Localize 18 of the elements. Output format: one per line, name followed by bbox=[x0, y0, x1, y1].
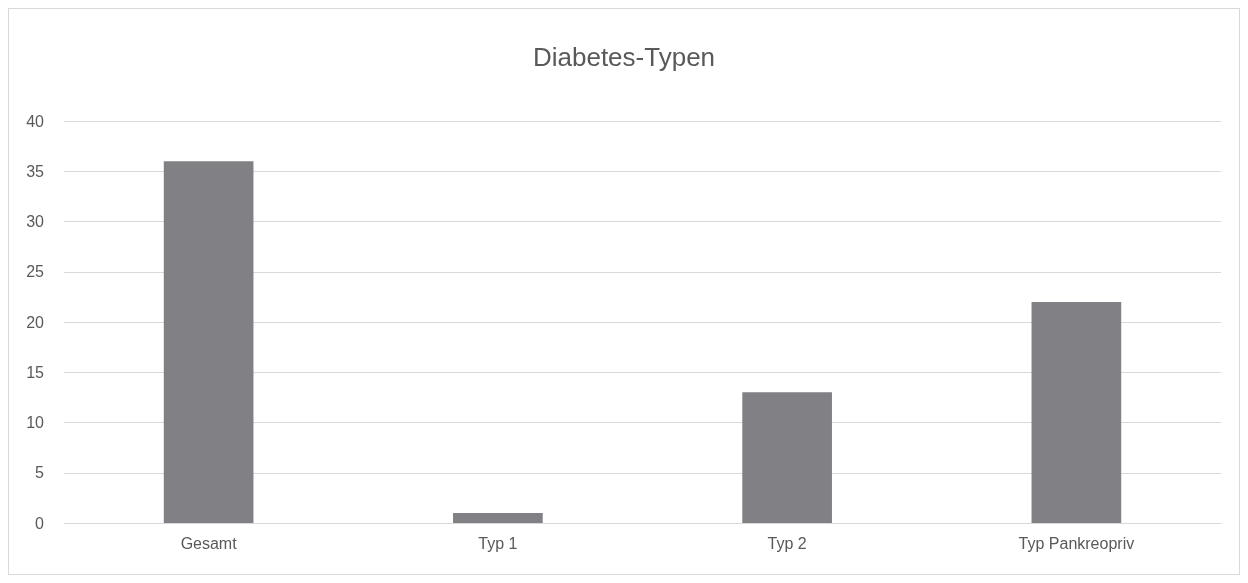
y-tick-label: 25 bbox=[26, 263, 45, 281]
bar bbox=[163, 161, 254, 523]
bar bbox=[453, 512, 543, 523]
x-tick-label: Typ 1 bbox=[478, 534, 518, 552]
y-tick-label: 40 bbox=[26, 112, 45, 130]
y-tick-label: 0 bbox=[35, 514, 45, 532]
x-tick-label: Typ 2 bbox=[767, 534, 807, 552]
y-tick-label: 35 bbox=[26, 162, 45, 180]
bar bbox=[1031, 301, 1122, 523]
x-tick-label: Gesamt bbox=[180, 534, 238, 552]
bar bbox=[742, 392, 832, 523]
y-tick-label: 20 bbox=[26, 313, 45, 331]
chart-title: Diabetes-Typen bbox=[532, 42, 716, 72]
y-tick-label: 10 bbox=[26, 414, 45, 431]
x-tick-label: Typ Pankreopriv bbox=[1018, 534, 1135, 552]
y-tick-label: 30 bbox=[26, 213, 45, 230]
y-tick-label: 15 bbox=[26, 363, 45, 381]
y-tick-label: 5 bbox=[35, 464, 45, 482]
